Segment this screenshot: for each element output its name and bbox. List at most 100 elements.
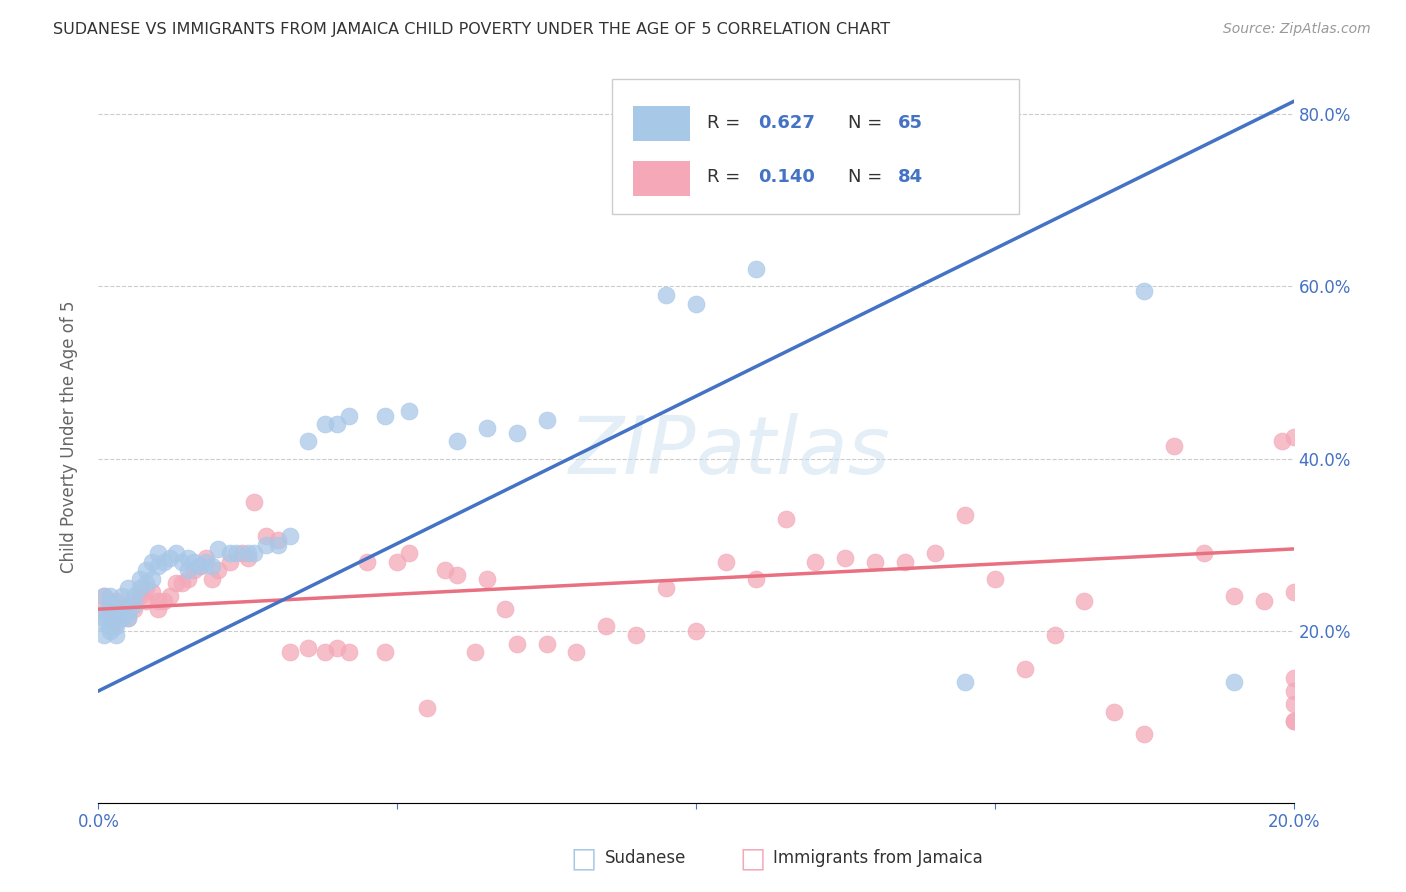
Point <box>117 581 139 595</box>
Point <box>745 572 768 586</box>
Point <box>267 538 290 552</box>
Point <box>315 417 337 432</box>
Point <box>924 546 946 560</box>
Point <box>93 607 115 621</box>
Point <box>254 538 277 552</box>
Point <box>93 602 115 616</box>
Point <box>124 589 146 603</box>
Point <box>177 550 200 565</box>
Point <box>148 593 170 607</box>
Point <box>93 589 115 603</box>
Point <box>398 546 420 560</box>
Point <box>775 176 797 190</box>
Text: Source: ZipAtlas.com: Source: ZipAtlas.com <box>1223 22 1371 37</box>
Point <box>201 572 224 586</box>
Point <box>165 576 187 591</box>
Point <box>374 645 396 659</box>
Text: Immigrants from Jamaica: Immigrants from Jamaica <box>773 849 983 867</box>
Text: atlas: atlas <box>696 413 891 491</box>
Point <box>804 555 827 569</box>
Point <box>93 628 115 642</box>
Point <box>446 567 468 582</box>
Point <box>111 607 134 621</box>
Point <box>219 546 242 560</box>
Point <box>188 559 211 574</box>
Point <box>1282 714 1305 728</box>
Point <box>1073 593 1095 607</box>
Point <box>236 546 259 560</box>
Point <box>177 572 200 586</box>
Point <box>172 576 194 591</box>
Point <box>374 409 396 423</box>
Point <box>98 593 122 607</box>
Y-axis label: Child Poverty Under the Age of 5: Child Poverty Under the Age of 5 <box>59 301 77 574</box>
Point <box>105 619 128 633</box>
Point <box>135 564 157 578</box>
Point <box>339 409 361 423</box>
Point <box>626 628 648 642</box>
Point <box>494 602 516 616</box>
Point <box>775 512 797 526</box>
Point <box>1282 585 1305 599</box>
Point <box>1014 662 1036 676</box>
Point <box>98 607 122 621</box>
Point <box>153 555 176 569</box>
Point <box>117 611 139 625</box>
Point <box>98 619 122 633</box>
Point <box>98 589 122 603</box>
Point <box>105 607 128 621</box>
Point <box>1282 714 1305 728</box>
Point <box>1282 697 1305 711</box>
Point <box>141 572 163 586</box>
Point <box>111 598 134 612</box>
Point <box>129 572 152 586</box>
Point <box>117 598 139 612</box>
Point <box>201 559 224 574</box>
Text: □: □ <box>740 844 765 872</box>
Point <box>685 624 707 638</box>
Point <box>1271 434 1294 449</box>
Point <box>1133 284 1156 298</box>
Point <box>141 555 163 569</box>
Text: N =: N = <box>848 169 887 186</box>
Point <box>98 602 122 616</box>
Point <box>153 593 176 607</box>
Point <box>254 529 277 543</box>
Point <box>98 598 122 612</box>
Point <box>159 589 181 603</box>
Point <box>207 564 229 578</box>
Point <box>506 637 529 651</box>
Point <box>243 546 266 560</box>
Point <box>267 533 290 548</box>
Bar <box>633 106 690 141</box>
Point <box>278 645 301 659</box>
Point <box>953 508 976 522</box>
Point <box>1163 439 1185 453</box>
Point <box>231 546 253 560</box>
Text: Sudanese: Sudanese <box>605 849 686 867</box>
Point <box>135 581 157 595</box>
Point <box>1104 706 1126 720</box>
Point <box>398 404 420 418</box>
Point <box>536 637 558 651</box>
Point <box>129 585 152 599</box>
Point <box>356 555 378 569</box>
Point <box>165 546 187 560</box>
Text: N =: N = <box>848 113 887 131</box>
Point <box>124 598 146 612</box>
Point <box>565 645 588 659</box>
Point <box>834 550 856 565</box>
Point <box>655 288 678 302</box>
Point <box>326 417 349 432</box>
Point <box>93 615 115 629</box>
Bar <box>633 161 690 195</box>
Point <box>105 611 128 625</box>
Point <box>236 550 259 565</box>
Point <box>745 262 768 277</box>
Point <box>148 546 170 560</box>
Point <box>714 555 737 569</box>
Point <box>434 564 457 578</box>
Point <box>105 628 128 642</box>
Text: □: □ <box>571 844 596 872</box>
Point <box>117 611 139 625</box>
